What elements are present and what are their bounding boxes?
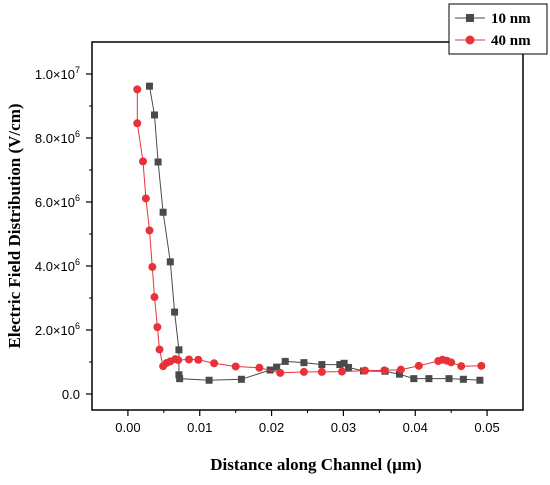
data-point-40nm	[148, 262, 157, 271]
y-axis-title: Electric Field Distribution (V/cm)	[5, 103, 24, 348]
x-tick-label: 0.00	[115, 420, 140, 435]
data-point-10nm	[205, 376, 213, 384]
data-point-10nm	[150, 111, 158, 119]
legend: 10 nm 40 nm	[448, 3, 548, 55]
data-point-40nm	[396, 365, 405, 374]
series-line-40nm	[136, 89, 482, 374]
data-point-10nm	[154, 158, 162, 166]
series-layer	[133, 82, 486, 384]
y-tick-label: 2.0×106	[35, 321, 80, 338]
data-point-10nm	[300, 359, 308, 367]
data-point-10nm	[344, 363, 352, 371]
data-point-40nm	[380, 366, 389, 375]
data-point-40nm	[141, 194, 150, 203]
data-point-40nm	[150, 293, 159, 302]
data-point-10nm	[476, 376, 484, 384]
data-point-40nm	[194, 355, 203, 364]
y-tick-label: 0.0	[62, 387, 80, 402]
axis-ticks	[86, 73, 488, 416]
data-point-40nm	[317, 367, 326, 376]
series-line-10nm	[149, 86, 480, 381]
data-point-10nm	[336, 361, 344, 369]
data-point-10nm	[166, 258, 174, 266]
data-point-10nm	[175, 371, 183, 379]
data-point-40nm	[414, 361, 423, 370]
data-point-40nm	[457, 362, 466, 371]
y-tick-label: 6.0×106	[35, 193, 80, 210]
data-point-40nm	[210, 359, 219, 368]
data-point-40nm	[155, 345, 164, 354]
data-point-40nm	[145, 226, 154, 235]
x-axis-title: Distance along Channel (µm)	[210, 455, 421, 474]
x-tick-label: 0.02	[259, 420, 284, 435]
data-point-40nm	[133, 85, 142, 94]
x-tick-label: 0.03	[331, 420, 356, 435]
data-point-40nm	[276, 368, 285, 377]
data-point-10nm	[176, 375, 184, 383]
data-point-10nm	[340, 359, 348, 367]
data-point-40nm	[153, 323, 162, 332]
data-point-40nm	[139, 157, 148, 166]
data-point-40nm	[477, 361, 486, 370]
data-point-40nm	[184, 355, 193, 364]
data-point-40nm	[447, 358, 456, 367]
data-point-40nm	[299, 367, 308, 376]
x-tick-label: 0.04	[403, 420, 428, 435]
data-point-10nm	[459, 375, 467, 383]
x-tick-label: 0.05	[474, 420, 499, 435]
data-point-10nm	[273, 363, 281, 371]
data-point-40nm	[360, 366, 369, 375]
data-point-10nm	[425, 375, 433, 383]
data-point-10nm	[145, 82, 153, 90]
legend-marker-10nm	[466, 14, 474, 22]
legend-marker-40nm	[465, 35, 475, 45]
data-point-40nm	[337, 367, 346, 376]
legend-label-10nm: 10 nm	[491, 11, 531, 27]
data-point-10nm	[175, 346, 183, 354]
data-point-10nm	[395, 370, 403, 378]
y-tick-label: 8.0×106	[35, 129, 80, 146]
y-tick-label: 4.0×106	[35, 257, 80, 274]
data-point-40nm	[231, 362, 240, 371]
data-point-40nm	[255, 363, 264, 372]
y-tick-labels: 0.0 2.0×106 4.0×106 6.0×106 8.0×106 1.0×107	[35, 65, 80, 402]
x-tick-label: 0.01	[187, 420, 212, 435]
x-tick-labels: 0.00 0.01 0.02 0.03 0.04 0.05	[115, 420, 499, 435]
data-point-10nm	[237, 375, 245, 383]
data-point-10nm	[281, 357, 289, 365]
plot-frame	[91, 41, 524, 411]
data-point-40nm	[133, 119, 142, 128]
data-point-10nm	[318, 361, 326, 369]
legend-box	[448, 3, 548, 55]
data-point-10nm	[445, 375, 453, 383]
legend-label-40nm: 40 nm	[491, 33, 531, 49]
data-point-10nm	[171, 308, 179, 316]
data-point-10nm	[159, 208, 167, 216]
data-point-10nm	[410, 375, 418, 383]
y-tick-label: 1.0×107	[35, 65, 80, 82]
data-point-40nm	[174, 356, 183, 365]
